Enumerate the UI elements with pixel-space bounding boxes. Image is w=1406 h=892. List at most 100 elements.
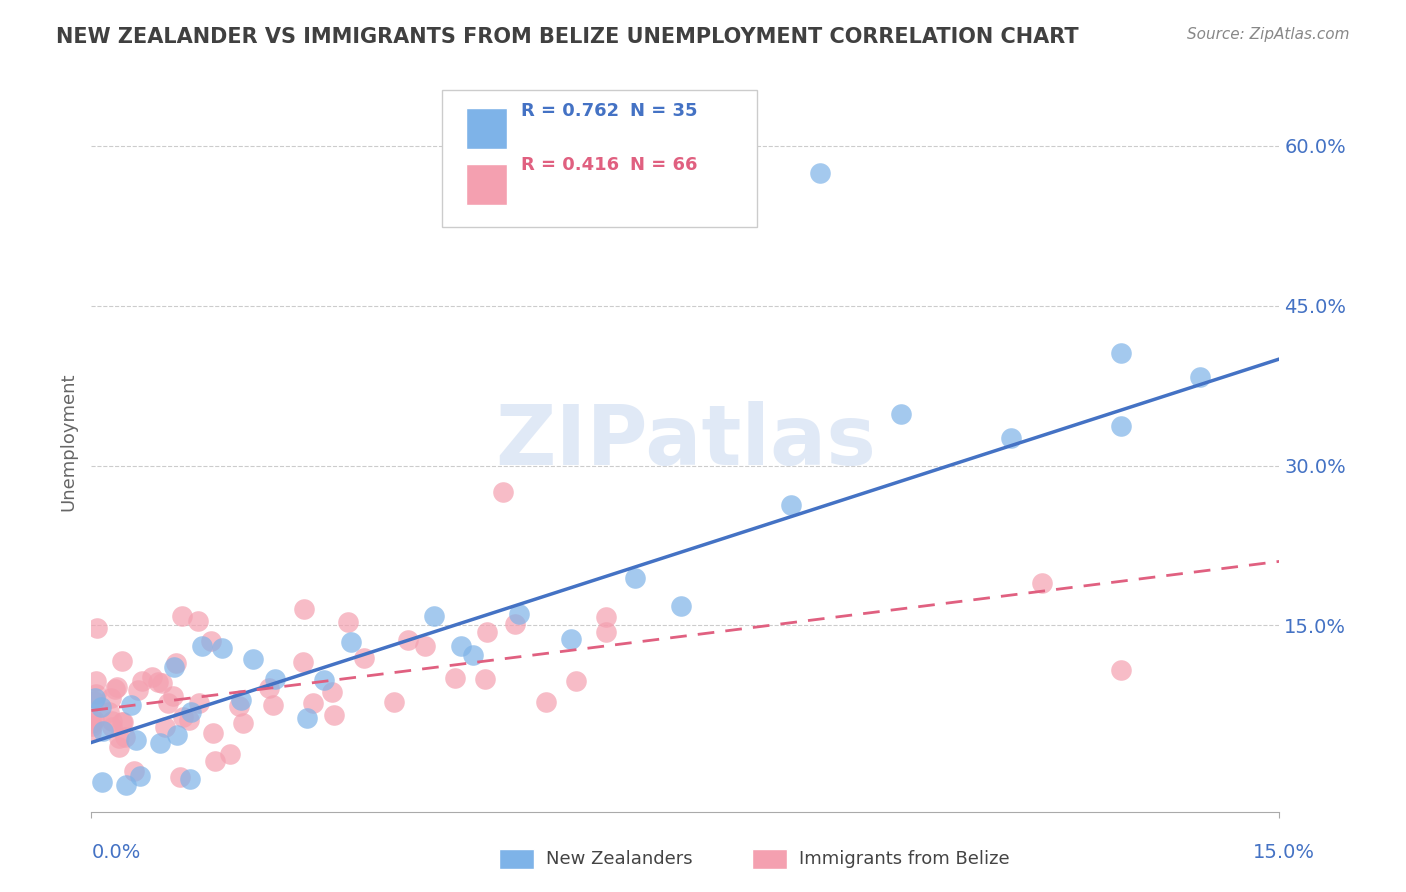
Point bbox=[292, 655, 315, 669]
Point bbox=[84, 687, 107, 701]
Point bbox=[534, 695, 557, 709]
Point bbox=[162, 690, 184, 704]
Point bbox=[124, 764, 146, 778]
Point bbox=[80, 716, 103, 731]
Point bbox=[624, 571, 647, 585]
Point bbox=[1109, 346, 1132, 360]
Point bbox=[312, 673, 335, 687]
Point bbox=[1031, 576, 1053, 591]
Point bbox=[505, 617, 527, 632]
Text: New Zealanders: New Zealanders bbox=[546, 850, 692, 868]
Point bbox=[477, 624, 499, 639]
Point bbox=[232, 715, 254, 730]
Point bbox=[474, 672, 496, 686]
Point bbox=[295, 711, 318, 725]
Point bbox=[103, 682, 125, 697]
FancyBboxPatch shape bbox=[465, 108, 508, 149]
Text: Source: ZipAtlas.com: Source: ZipAtlas.com bbox=[1187, 27, 1350, 42]
Point bbox=[120, 698, 142, 712]
Point bbox=[336, 615, 359, 629]
Text: R = 0.762: R = 0.762 bbox=[522, 102, 620, 120]
Point bbox=[450, 639, 472, 653]
Point bbox=[413, 639, 436, 653]
Point bbox=[200, 634, 222, 648]
Point bbox=[180, 705, 202, 719]
Point bbox=[108, 739, 131, 754]
FancyBboxPatch shape bbox=[465, 164, 508, 204]
Point bbox=[890, 407, 912, 421]
Point bbox=[461, 648, 484, 663]
Point bbox=[156, 696, 179, 710]
Point bbox=[808, 165, 831, 179]
Point bbox=[172, 710, 194, 724]
Point bbox=[80, 712, 103, 726]
Y-axis label: Unemployment: Unemployment bbox=[59, 372, 77, 511]
Point bbox=[114, 778, 136, 792]
Point bbox=[595, 609, 617, 624]
Point bbox=[340, 634, 363, 648]
Point bbox=[91, 723, 114, 738]
Point bbox=[242, 652, 264, 666]
Point bbox=[127, 683, 149, 698]
Point bbox=[322, 707, 344, 722]
Point bbox=[382, 695, 405, 709]
Point bbox=[84, 674, 107, 689]
Point bbox=[80, 724, 103, 739]
Point bbox=[128, 769, 150, 783]
Point bbox=[172, 609, 194, 624]
Point bbox=[80, 719, 103, 733]
Point bbox=[1189, 370, 1212, 384]
Point bbox=[97, 705, 120, 719]
Point bbox=[259, 681, 281, 696]
Point bbox=[153, 719, 176, 733]
Point bbox=[179, 772, 201, 786]
FancyBboxPatch shape bbox=[441, 90, 756, 227]
Point bbox=[565, 673, 588, 688]
Point bbox=[150, 676, 173, 690]
Text: ZIPatlas: ZIPatlas bbox=[495, 401, 876, 482]
Point bbox=[149, 735, 172, 749]
Point bbox=[321, 684, 343, 698]
Point bbox=[90, 700, 112, 714]
Point bbox=[219, 747, 242, 762]
Point bbox=[165, 656, 187, 670]
Point bbox=[187, 614, 209, 628]
Point bbox=[179, 713, 201, 727]
Point bbox=[204, 755, 226, 769]
Point bbox=[163, 659, 186, 673]
Point bbox=[201, 726, 224, 740]
Text: R = 0.416: R = 0.416 bbox=[522, 156, 620, 174]
Point bbox=[111, 654, 134, 668]
Point bbox=[262, 698, 284, 713]
Point bbox=[125, 733, 148, 747]
Point bbox=[111, 714, 134, 729]
Point bbox=[91, 775, 114, 789]
Point bbox=[83, 694, 105, 708]
Text: NEW ZEALANDER VS IMMIGRANTS FROM BELIZE UNEMPLOYMENT CORRELATION CHART: NEW ZEALANDER VS IMMIGRANTS FROM BELIZE … bbox=[56, 27, 1078, 46]
Text: N = 35: N = 35 bbox=[630, 102, 697, 120]
Point bbox=[86, 621, 108, 635]
Point bbox=[190, 640, 212, 654]
Point bbox=[166, 727, 188, 741]
Point bbox=[396, 632, 419, 647]
Point bbox=[423, 608, 446, 623]
Point bbox=[111, 714, 134, 729]
Point bbox=[780, 498, 803, 512]
Point bbox=[84, 690, 107, 705]
Point bbox=[1109, 663, 1132, 677]
Point bbox=[353, 650, 375, 665]
Point bbox=[1109, 418, 1132, 433]
Point bbox=[263, 672, 285, 686]
Point bbox=[101, 714, 124, 728]
Point bbox=[105, 680, 128, 694]
Text: N = 66: N = 66 bbox=[630, 156, 697, 174]
Point bbox=[100, 721, 122, 735]
Point bbox=[669, 599, 692, 613]
Point bbox=[229, 692, 252, 706]
Point bbox=[148, 675, 170, 690]
Point bbox=[1000, 431, 1022, 445]
Text: 15.0%: 15.0% bbox=[1253, 843, 1315, 862]
Point bbox=[492, 485, 515, 500]
Point bbox=[211, 640, 233, 655]
Point bbox=[292, 602, 315, 616]
